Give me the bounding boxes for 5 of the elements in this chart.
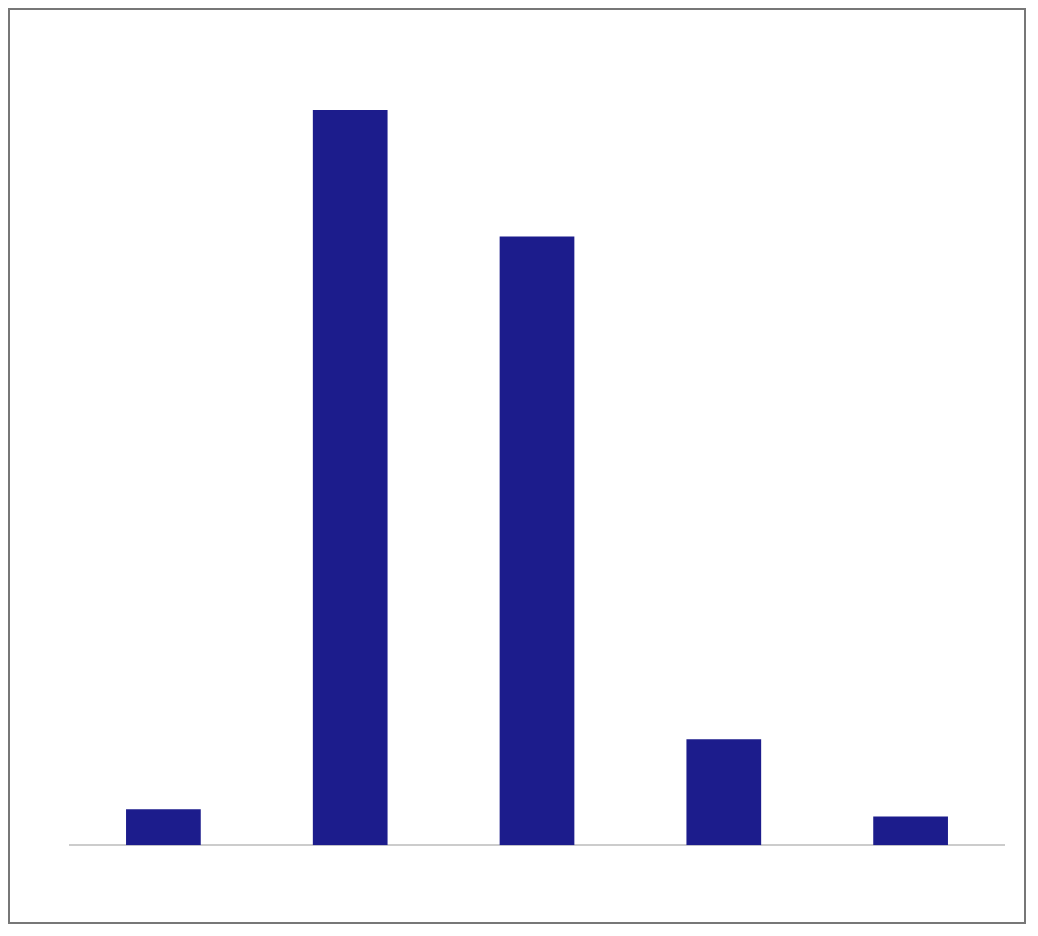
bar (312, 110, 388, 846)
bar (499, 236, 575, 846)
bar (873, 816, 948, 846)
bar (126, 809, 201, 846)
bar (686, 739, 762, 846)
